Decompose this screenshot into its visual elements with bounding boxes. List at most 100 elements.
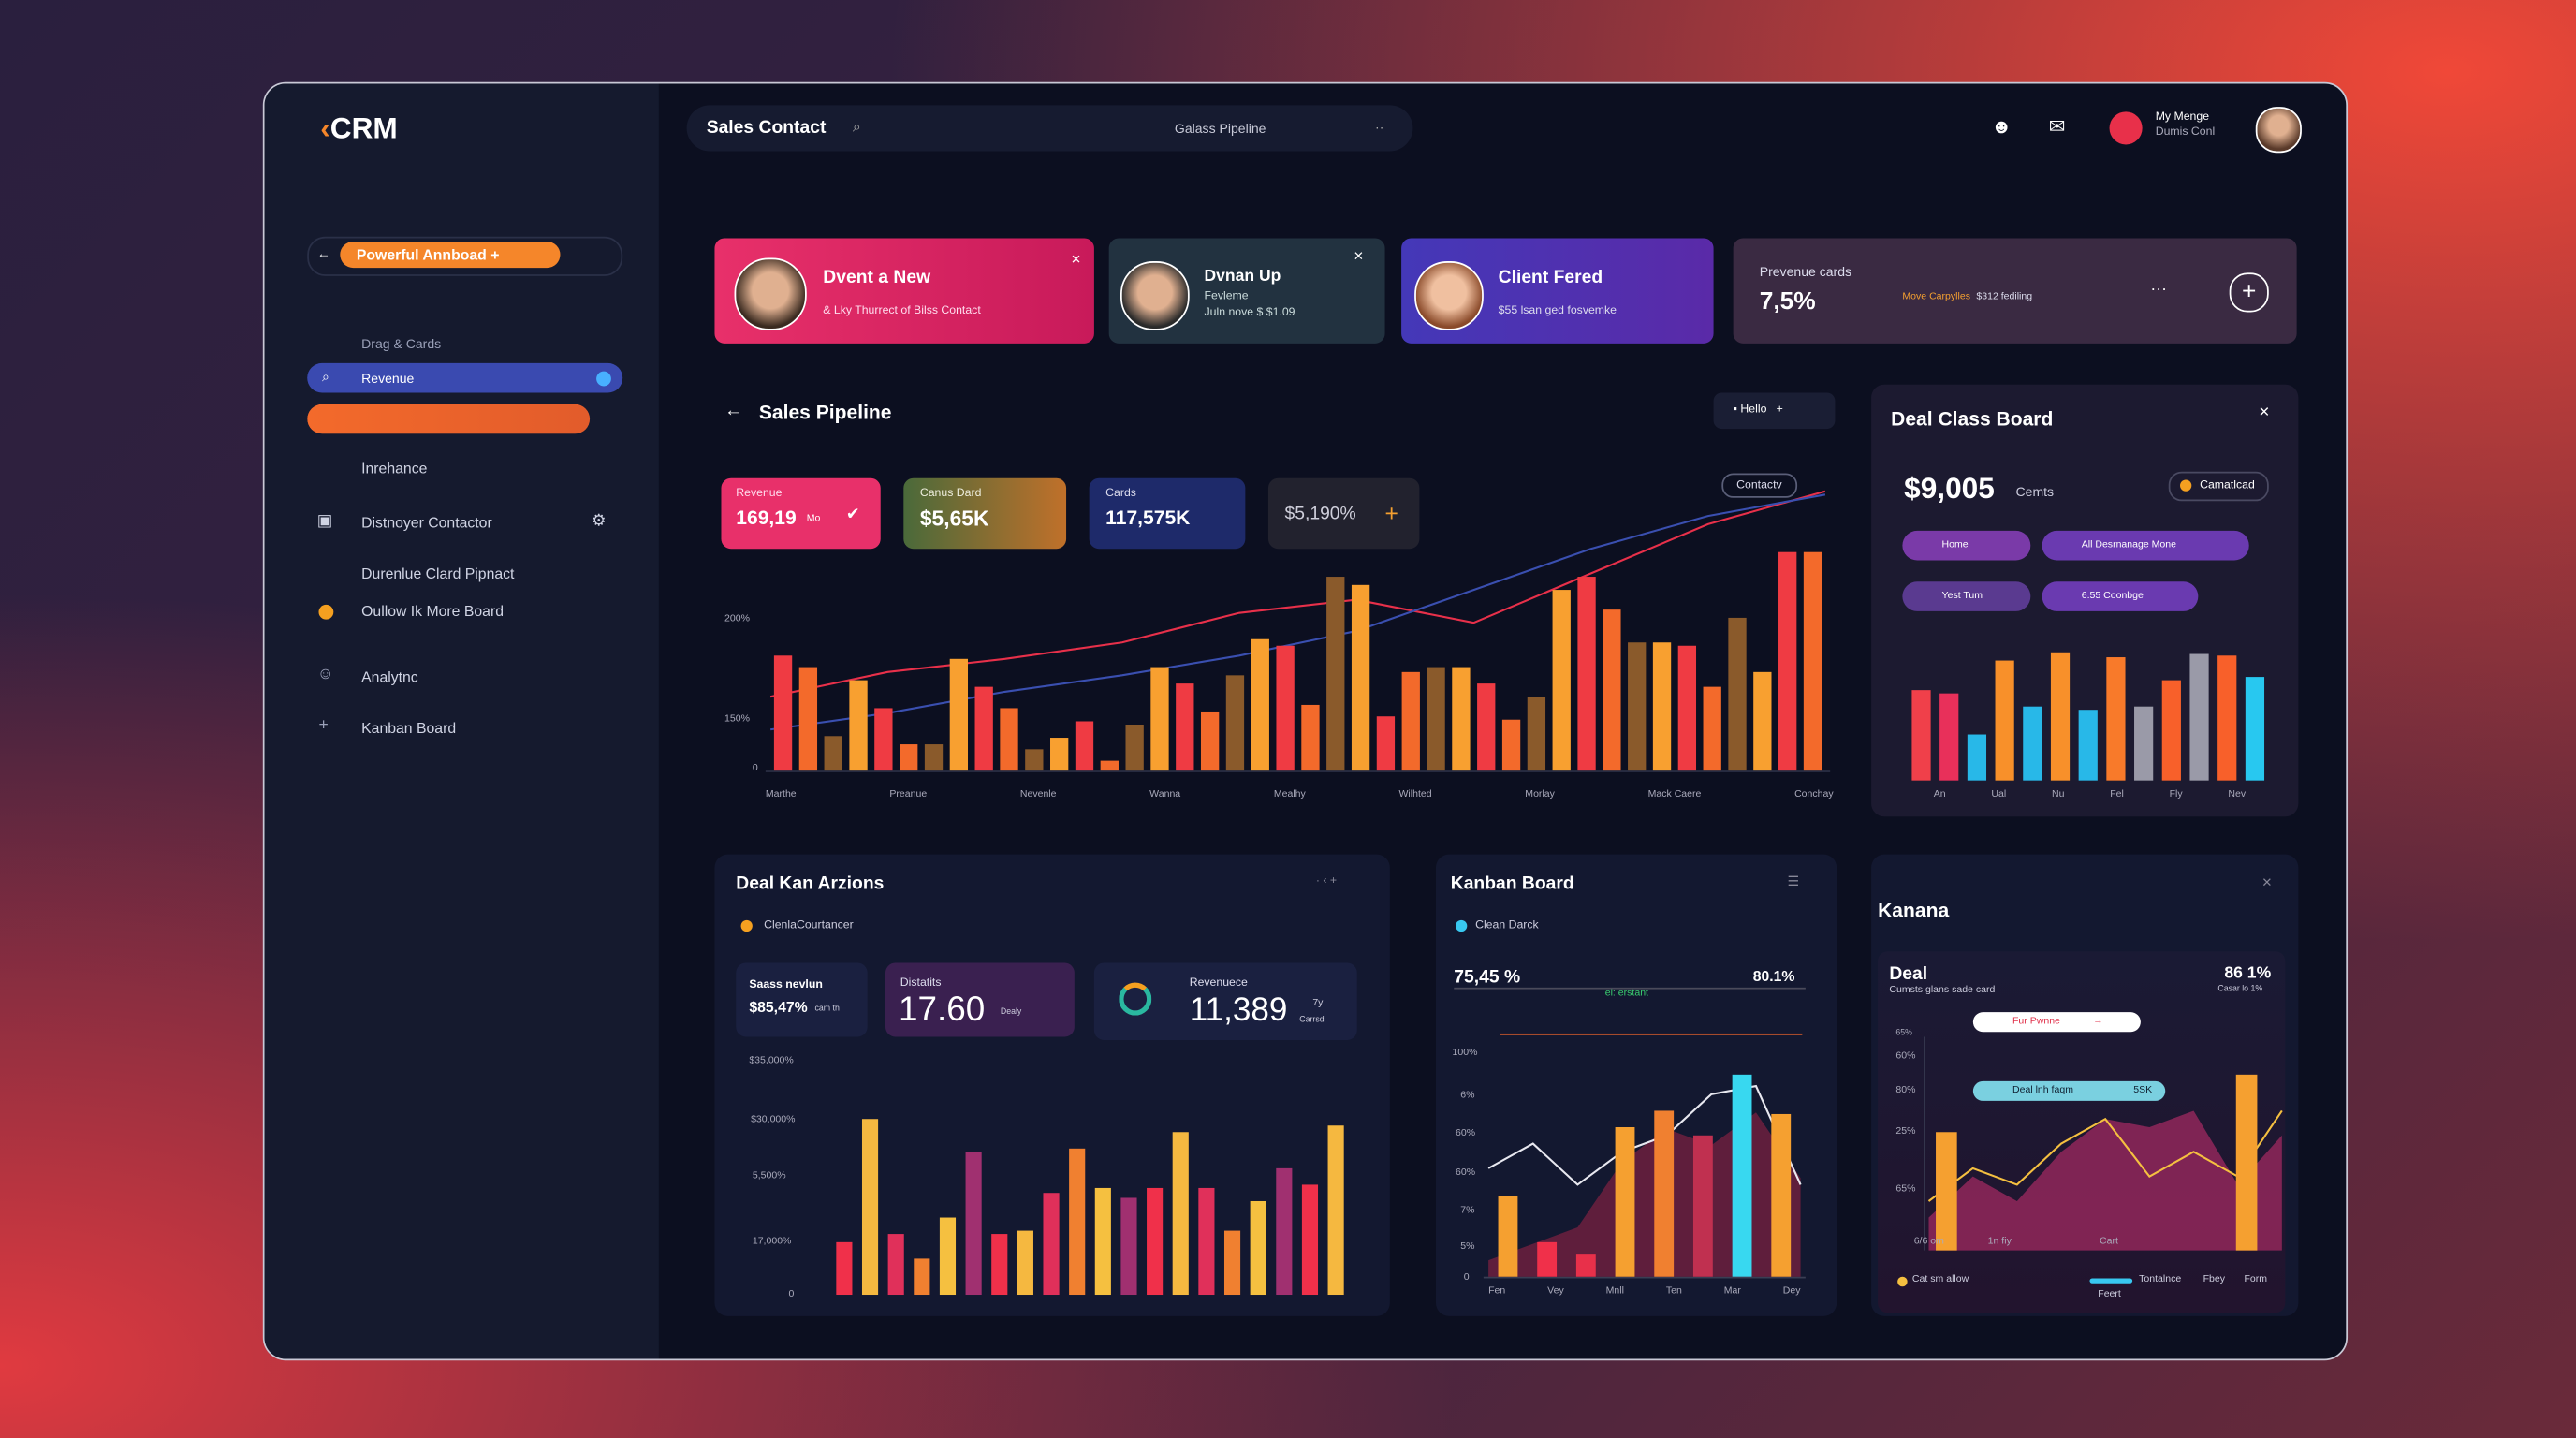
nav-item[interactable]: Oullow Ik More Board [361, 603, 505, 620]
card-sub: Juln nove $ $1.09 [1204, 307, 1295, 319]
deal-pct-sub: Casar lo 1% [2217, 984, 2263, 994]
bar [1043, 1193, 1060, 1296]
close-icon[interactable]: × [2259, 402, 2270, 423]
stat-value: 169,19 [736, 506, 797, 530]
avatar[interactable] [2255, 107, 2302, 154]
search-placeholder: Galass Pipeline [1174, 121, 1266, 137]
bar [1198, 1187, 1215, 1296]
badge-dot [2180, 479, 2192, 492]
nav-item[interactable]: Inrehance [361, 460, 428, 477]
x-tick-label: Cart [2100, 1237, 2118, 1248]
bar [1452, 667, 1471, 771]
close-icon[interactable]: × [2261, 873, 2273, 893]
stat-value: 117,575K [1105, 506, 1191, 530]
chip[interactable]: 6.55 Coonbge [2042, 581, 2199, 611]
x-tick-label: Preanue [889, 790, 928, 800]
bar [2106, 657, 2126, 781]
nav-item[interactable]: Durenlue Clard Pipnact [361, 565, 515, 582]
bar [1351, 584, 1370, 771]
y-tick-label: 150% [724, 714, 750, 725]
chip[interactable]: All Desrnanage Mone [2042, 530, 2249, 561]
x-tick-label: Mack Caere [1647, 790, 1702, 800]
line [769, 493, 1826, 731]
nav-item[interactable]: Distnoyer Contactor [361, 514, 492, 531]
stat-box [1267, 477, 1420, 550]
menu-dots: ·· [1375, 120, 1384, 135]
bar [1376, 716, 1396, 771]
panel-icon: ☰ [1787, 873, 1800, 889]
filter-button[interactable]: ▪ Hello + [1713, 392, 1836, 430]
y-tick-label: 5% [1460, 1241, 1475, 1253]
add-button[interactable]: + [2229, 272, 2269, 313]
bar [1200, 711, 1220, 771]
stat-label: Canus Dard [919, 488, 982, 500]
card-sub: Fevleme [1204, 290, 1249, 302]
inbox-icon[interactable]: ✉ [2048, 114, 2066, 139]
nav-highlight [307, 404, 591, 434]
panel-title: Deal Kan Arzions [736, 873, 885, 894]
x-tick-label: An [1933, 790, 1946, 800]
bar [1477, 683, 1496, 771]
nav-item[interactable]: Revenue [361, 371, 415, 387]
bar [773, 655, 793, 771]
area [1928, 1110, 2282, 1251]
close-icon[interactable]: × [1071, 251, 1081, 270]
card-avatar [1120, 261, 1190, 330]
chip[interactable]: Yest Tum [1902, 581, 2031, 611]
close-icon[interactable]: × [1354, 248, 1364, 267]
menu-dots: ··· [2150, 281, 2167, 300]
bar [1301, 1184, 1319, 1296]
pill-value: 5SK [2133, 1086, 2153, 1096]
axis-line [1483, 1276, 1806, 1279]
bar [1677, 645, 1697, 771]
y-tick-label: 200% [724, 614, 750, 624]
bar [1000, 708, 1018, 771]
card-title: Dvnan Up [1204, 268, 1281, 286]
legend-dot [1897, 1276, 1908, 1287]
legend-label: ClenlaCourtancer [764, 919, 854, 932]
bar [1654, 1110, 1675, 1277]
badge: Camatlcad [2168, 471, 2270, 502]
kanana-chart [1927, 1074, 2283, 1251]
nav-item[interactable]: Kanban Board [361, 719, 457, 737]
stat-box [736, 962, 868, 1037]
bar [849, 680, 868, 771]
bar [824, 736, 842, 771]
card-title: Client Fered [1498, 268, 1603, 288]
nav-heading: Drag & Cards [361, 336, 442, 352]
bar [949, 658, 969, 771]
bar [1552, 590, 1571, 771]
user-icon[interactable]: ☻ [1991, 114, 2012, 139]
primary-button[interactable]: Powerful Annboad + [340, 241, 561, 269]
x-tick-label: Conchay [1794, 790, 1834, 800]
search-bar[interactable] [686, 105, 1413, 152]
bar [974, 686, 993, 771]
chip[interactable]: Home [1902, 530, 2031, 561]
kanban-chart [1487, 1074, 1802, 1277]
x-tick-label: Dey [1782, 1286, 1801, 1297]
bar [2134, 706, 2154, 781]
pill[interactable]: Fur Pwnne → [1972, 1012, 2141, 1033]
bar [2161, 680, 2181, 781]
card [1733, 238, 2297, 344]
bar [874, 708, 893, 771]
nav-icon: ▣ [316, 512, 333, 531]
back-icon[interactable]: ← [724, 401, 743, 421]
stat-value: 11,389 [1189, 992, 1288, 1029]
sidebar: ‹CRM ← Powerful Annboad + Drag & Cards ⌕… [264, 83, 659, 1359]
nav-item[interactable]: Analytnc [361, 668, 418, 685]
deal-kan-chart [836, 1119, 1344, 1296]
x-tick-label: 6/6 om [1913, 1237, 1944, 1248]
bar [1225, 675, 1245, 771]
nav-active[interactable] [307, 362, 623, 393]
bar [924, 744, 944, 771]
bar [2189, 653, 2209, 781]
stat-label: Revenue [736, 488, 783, 500]
bar [1527, 697, 1546, 771]
bar [2023, 706, 2042, 781]
line [769, 490, 1826, 698]
stat-unit: cam th [814, 1004, 840, 1014]
y-tick-label: $35,000% [749, 1056, 794, 1067]
check-icon: ✔ [845, 506, 860, 524]
